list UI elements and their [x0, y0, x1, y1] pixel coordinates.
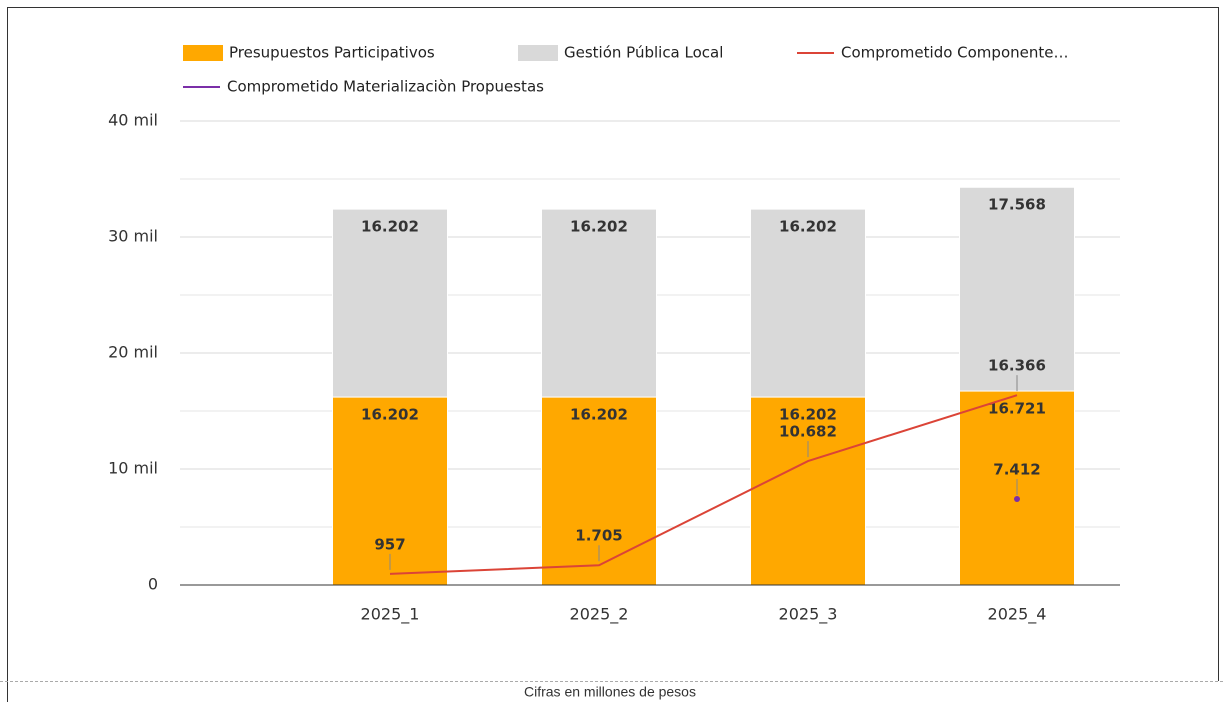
y-tick-label: 30 mil — [108, 227, 158, 246]
caption: Cifras en millones de pesos — [524, 684, 696, 700]
bar-value-label: 16.721 — [988, 400, 1046, 418]
point — [1014, 496, 1020, 503]
x-tick-label: 2025_2 — [570, 605, 629, 625]
legend-label: Presupuestos Participativos — [229, 44, 435, 62]
bar-value-label: 16.202 — [361, 406, 419, 424]
line-value-label: 10.682 — [779, 423, 837, 441]
bar-value-label: 16.202 — [779, 218, 837, 236]
x-tick-label: 2025_4 — [988, 605, 1047, 625]
line-value-label: 16.366 — [988, 357, 1046, 375]
bar-value-label: 16.202 — [570, 218, 628, 236]
x-tick-label: 2025_3 — [779, 605, 838, 625]
line — [389, 394, 1018, 575]
y-tick-label: 10 mil — [108, 459, 158, 478]
line-value-label: 7.412 — [993, 461, 1040, 479]
line-value-label: 957 — [374, 535, 405, 553]
legend-swatch — [518, 45, 558, 61]
bar-value-label: 17.568 — [988, 196, 1046, 214]
legend-label: Comprometido Materializaciòn Propuestas — [227, 78, 544, 96]
y-tick-label: 0 — [148, 575, 158, 594]
bar — [332, 208, 448, 398]
legend-label: Gestión Pública Local — [564, 44, 723, 62]
bar — [959, 186, 1075, 392]
legend-swatch — [183, 45, 223, 61]
line-value-label: 1.705 — [575, 527, 622, 545]
x-tick-label: 2025_1 — [361, 605, 420, 625]
bar-value-label: 16.202 — [361, 218, 419, 236]
y-tick-label: 40 mil — [108, 111, 158, 130]
legend-label: Comprometido Componente… — [841, 44, 1068, 62]
y-tick-label: 20 mil — [108, 343, 158, 362]
bar-value-label: 16.202 — [570, 406, 628, 424]
bar — [541, 208, 657, 398]
bar-value-label: 16.202 — [779, 406, 837, 424]
bar — [750, 208, 866, 398]
